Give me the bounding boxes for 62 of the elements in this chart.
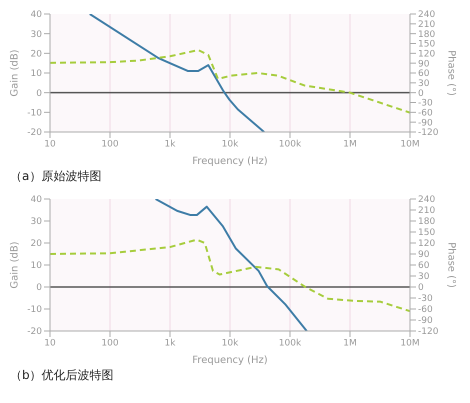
y-axis-title: Gain (dB) xyxy=(10,241,21,289)
y-tick-label: -20 xyxy=(27,327,42,338)
x-tick-label: 10M xyxy=(400,139,420,150)
y2-tick-label: 150 xyxy=(418,40,436,50)
y-tick-label: 0 xyxy=(36,283,42,294)
y2-tick-label: -90 xyxy=(418,316,433,326)
y2-axis-title: Phase (°) xyxy=(445,242,456,288)
text: （a）原始波特图 xyxy=(10,168,102,185)
y2-axis-title: Phase (°) xyxy=(445,50,456,96)
y2-tick-label: 60 xyxy=(418,261,430,272)
y2-tick-label: 0 xyxy=(418,88,424,99)
y2-tick-label: 240 xyxy=(418,195,436,206)
x-tick-label: 100 xyxy=(101,338,119,348)
y2-tick-label: 240 xyxy=(418,10,436,20)
x-tick-label: 1k xyxy=(164,139,176,150)
x-tick-label: 10k xyxy=(222,139,240,150)
y2-tick-label: 90 xyxy=(418,59,430,70)
x-tick-label: 1k xyxy=(164,338,176,348)
y-tick-label: 10 xyxy=(30,69,42,80)
y2-tick-label: -120 xyxy=(418,327,439,338)
y2-tick-label: -90 xyxy=(418,118,433,128)
y2-tick-label: -60 xyxy=(418,108,433,119)
x-tick-label: 100 xyxy=(101,139,119,150)
y2-tick-label: 0 xyxy=(418,283,424,294)
y-tick-label: -20 xyxy=(27,128,42,138)
y-tick-label: 30 xyxy=(30,217,42,228)
y2-tick-label: 180 xyxy=(418,217,436,228)
y2-tick-label: 210 xyxy=(418,20,436,30)
y2-tick-label: 90 xyxy=(418,250,430,260)
y2-tick-label: 150 xyxy=(418,228,436,238)
y-tick-label: 40 xyxy=(30,10,42,20)
y2-tick-label: 30 xyxy=(418,272,430,282)
y2-tick-label: 180 xyxy=(418,30,436,40)
y2-tick-label: 120 xyxy=(418,50,436,60)
y-tick-label: 0 xyxy=(36,88,42,99)
y-tick-label: -10 xyxy=(27,305,42,316)
x-tick-label: 1M xyxy=(343,139,357,150)
y2-tick-label: 210 xyxy=(418,206,436,216)
y-tick-label: 10 xyxy=(30,261,42,272)
x-tick-label: 10 xyxy=(44,139,56,150)
y-tick-label: 20 xyxy=(30,50,42,60)
x-tick-label: 10 xyxy=(44,338,56,348)
text: （b）优化后波特图 xyxy=(10,367,115,384)
y2-tick-label: -30 xyxy=(418,98,433,109)
y2-tick-label: -30 xyxy=(418,294,433,304)
y2-tick-label: -120 xyxy=(418,128,439,138)
y-tick-label: -10 xyxy=(27,108,42,119)
y2-tick-label: -60 xyxy=(418,305,433,316)
x-tick-label: 100k xyxy=(278,139,302,150)
x-tick-label: 100k xyxy=(278,338,302,348)
x-tick-label: 10M xyxy=(400,338,420,348)
y-tick-label: 40 xyxy=(30,195,42,206)
y2-tick-label: 120 xyxy=(418,239,436,250)
y2-tick-label: 30 xyxy=(418,79,430,90)
y2-tick-label: 60 xyxy=(418,69,430,80)
x-axis-title: Frequency (Hz) xyxy=(192,355,268,366)
x-tick-label: 1M xyxy=(343,338,357,348)
x-tick-label: 10k xyxy=(222,338,240,348)
x-axis-title: Frequency (Hz) xyxy=(192,156,268,167)
y-axis-title: Gain (dB) xyxy=(10,49,21,97)
y-tick-label: 20 xyxy=(30,239,42,250)
y-tick-label: 30 xyxy=(30,30,42,40)
